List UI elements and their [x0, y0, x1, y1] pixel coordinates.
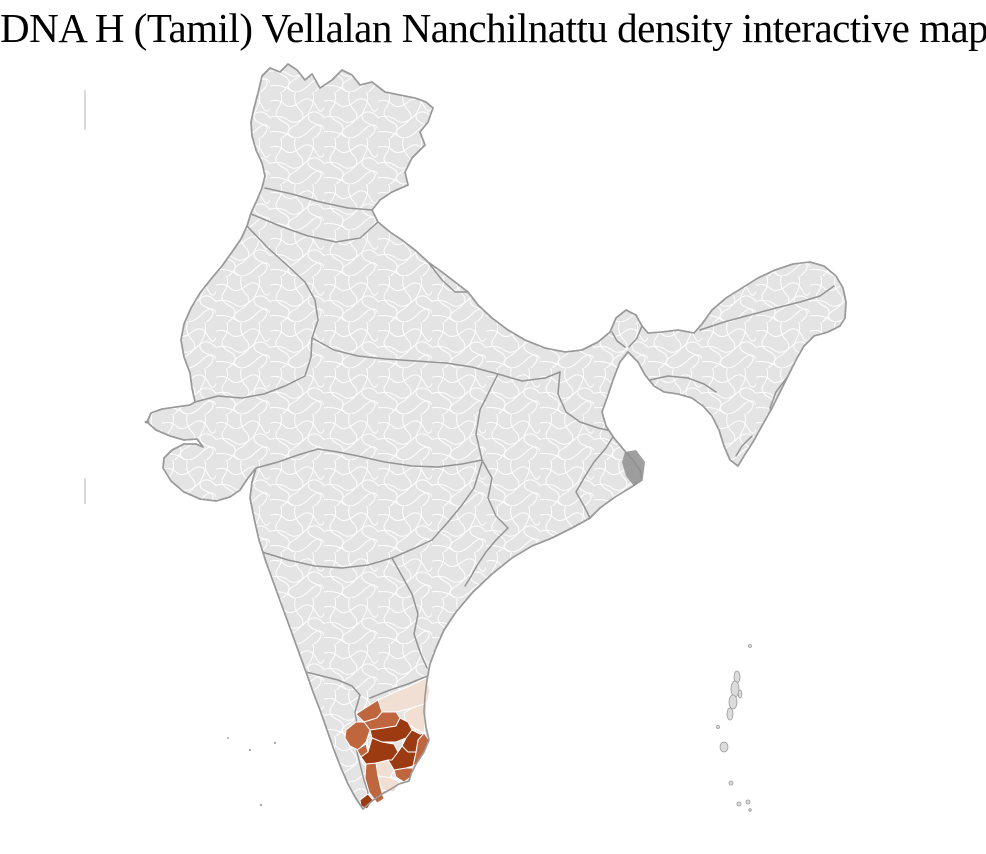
- district-shape[interactable]: [344, 721, 371, 751]
- state-border-line: [194, 337, 313, 403]
- state-borders: [194, 187, 835, 803]
- density-districts: [344, 677, 431, 810]
- page-title: DNA H (Tamil) Vellalan Nanchilnattu dens…: [0, 5, 986, 51]
- map-edge-artifact: [84, 90, 86, 130]
- state-border-line: [464, 527, 509, 587]
- map-edge-artifact: [84, 478, 86, 504]
- state-border-line: [611, 331, 626, 348]
- state-border-line: [255, 448, 483, 469]
- state-border-line: [735, 435, 753, 457]
- state-border-line: [391, 557, 428, 669]
- state-border-line: [305, 671, 369, 803]
- state-border-line: [427, 261, 469, 293]
- district-shape[interactable]: [403, 702, 428, 734]
- state-border-line: [649, 375, 717, 393]
- state-border-line: [481, 459, 509, 529]
- state-border-line: [615, 361, 634, 433]
- state-border-line: [369, 675, 429, 699]
- state-border-line: [311, 337, 561, 382]
- state-border-line: [250, 213, 379, 243]
- state-border-line: [475, 373, 499, 461]
- district-boundaries-texture: [147, 64, 846, 809]
- state-border-line: [431, 461, 483, 541]
- lakshadweep-islands: [227, 737, 277, 807]
- state-border-line: [699, 285, 835, 331]
- state-border-line: [264, 187, 373, 211]
- sundarbans-delta: [622, 450, 645, 486]
- district-shape[interactable]: [377, 775, 401, 793]
- andaman-nicobar-islands: [716, 644, 752, 812]
- state-border-line: [261, 539, 433, 569]
- state-border-line: [246, 225, 319, 339]
- state-border-line: [575, 431, 617, 519]
- district-shape[interactable]: [387, 745, 417, 771]
- state-border-line: [557, 371, 617, 433]
- kutch-islet: [144, 420, 150, 424]
- district-shape[interactable]: [364, 762, 385, 804]
- state-border-line: [628, 325, 643, 348]
